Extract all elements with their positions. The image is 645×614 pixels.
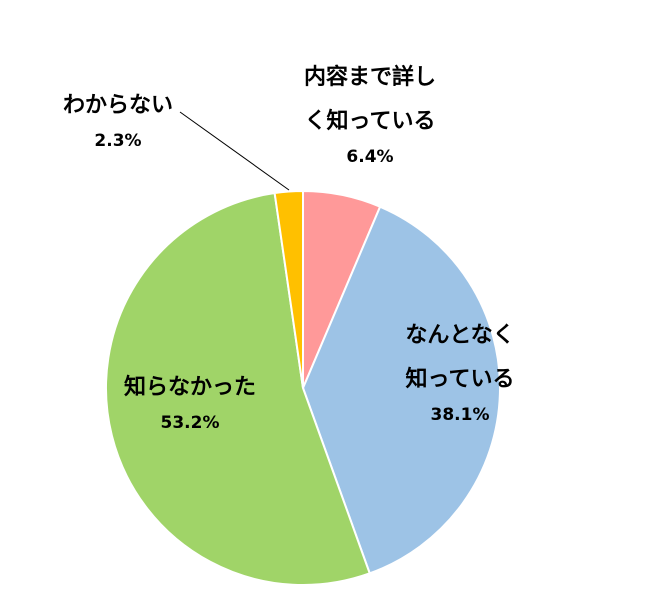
- value-label: 2.3%: [94, 131, 142, 151]
- category-label: 内容まで詳しく知っている: [303, 65, 436, 134]
- pie-slice: [301, 205, 502, 575]
- slice-label: なんとなく知っている 38.1%: [398, 314, 522, 428]
- pie-slice: [273, 189, 304, 389]
- value-label: 6.4%: [346, 147, 394, 167]
- slice-label: 内容まで詳しく知っている 6.4%: [300, 56, 440, 170]
- value-label: 53.2%: [160, 413, 220, 433]
- slice-label: 知らなかった 53.2%: [90, 366, 290, 436]
- category-label: わからない: [62, 93, 173, 118]
- category-label: 知らなかった: [123, 375, 256, 400]
- pie-slice: [105, 191, 372, 586]
- leader-line: [179, 111, 290, 191]
- slice-label: わからない 2.3%: [58, 84, 178, 154]
- value-label: 38.1%: [430, 405, 490, 425]
- category-label: なんとなく知っている: [405, 323, 515, 392]
